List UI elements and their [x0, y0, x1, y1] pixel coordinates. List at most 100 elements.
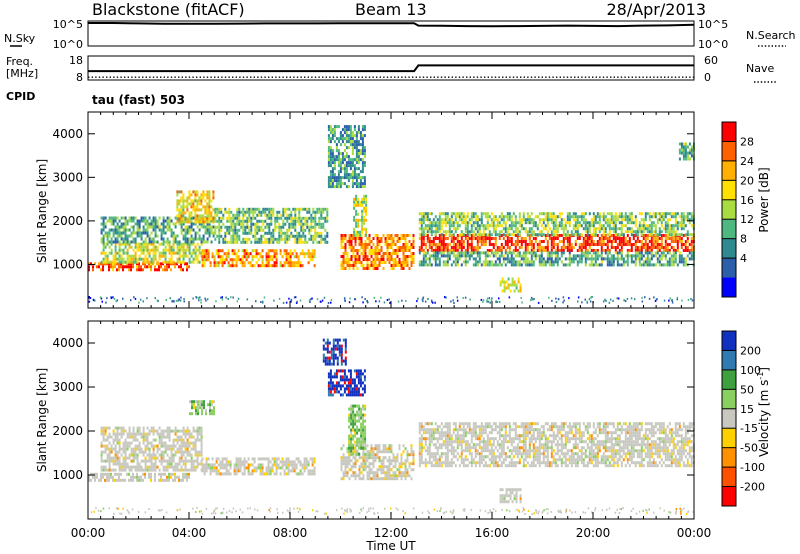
power-cell — [422, 218, 425, 222]
power-cell — [152, 257, 155, 261]
power-cell — [616, 257, 619, 261]
power-cell — [688, 151, 691, 155]
power-cell — [562, 246, 565, 249]
power-cell — [144, 222, 147, 226]
power-cell — [510, 233, 513, 237]
power-cell — [236, 237, 239, 241]
power-cell — [353, 125, 356, 129]
power-cell — [120, 234, 123, 238]
power-cell — [610, 243, 613, 246]
velocity-cell — [114, 444, 117, 448]
velocity-cell — [150, 465, 153, 469]
power-cell — [208, 228, 211, 232]
velocity-cell — [120, 453, 123, 457]
power-cell — [522, 215, 525, 219]
power-cell — [614, 227, 617, 231]
power-cell — [287, 252, 290, 256]
power-cell — [240, 240, 243, 244]
power-cell — [504, 243, 507, 246]
power-cell — [482, 227, 485, 231]
velocity-cell — [128, 432, 131, 436]
power-cell — [590, 218, 593, 222]
power-cell — [600, 240, 603, 243]
power-cell — [132, 248, 135, 252]
power-cell — [341, 137, 344, 141]
power-cell — [118, 262, 120, 266]
power-cell — [102, 234, 105, 238]
power-cell — [684, 157, 687, 161]
power-cell — [359, 230, 362, 234]
power-cell — [630, 215, 633, 219]
power-cell — [524, 230, 527, 234]
power-noise-cell — [173, 300, 175, 303]
power-cell — [638, 251, 641, 255]
power-cell — [160, 237, 163, 241]
power-cell — [410, 258, 413, 261]
power-cell — [349, 161, 352, 165]
power-cell — [450, 251, 453, 255]
power-cell — [202, 240, 205, 244]
power-cell — [514, 227, 517, 231]
power-cell — [355, 140, 358, 144]
power-cell — [520, 257, 523, 261]
power-cell — [514, 254, 517, 258]
power-cell — [684, 249, 687, 252]
power-cell — [212, 225, 215, 229]
power-cell — [434, 254, 437, 258]
power-cell — [282, 210, 285, 214]
power-cell — [470, 215, 473, 219]
power-cell — [273, 261, 276, 265]
power-cell — [580, 254, 583, 258]
power-cell — [688, 218, 691, 222]
power-cell — [654, 246, 657, 249]
velocity-cell — [160, 444, 163, 448]
power-cell — [636, 237, 639, 240]
power-cell — [118, 225, 121, 229]
power-noise-cell — [521, 301, 523, 304]
power-cell — [289, 264, 292, 268]
power-cell — [355, 200, 358, 204]
power-cell — [122, 237, 125, 241]
power-cell — [254, 231, 257, 235]
velocity-cell — [184, 432, 187, 436]
velocity-cell — [176, 475, 178, 479]
power-cell — [638, 212, 641, 216]
power-cell — [398, 261, 401, 264]
power-cell — [608, 249, 611, 252]
power-cell — [456, 263, 459, 267]
power-cell — [554, 237, 557, 240]
power-cell — [446, 249, 449, 252]
power-cell — [396, 252, 399, 255]
power-cell — [365, 209, 368, 213]
power-cell — [674, 260, 677, 264]
power-cell — [668, 233, 671, 237]
power-cell — [614, 251, 617, 255]
power-cell — [374, 255, 377, 258]
power-cell — [434, 221, 437, 225]
power-cell — [243, 249, 246, 253]
power-cell — [458, 218, 461, 222]
power-cell — [100, 237, 103, 241]
power-cell — [684, 151, 687, 155]
velocity-cell — [174, 478, 176, 482]
power-cell — [134, 254, 137, 258]
power-cell — [454, 249, 457, 252]
power-cell — [550, 230, 553, 234]
power-cell — [592, 233, 595, 237]
power-cell — [136, 248, 139, 252]
power-cell — [324, 237, 327, 241]
power-cell — [476, 233, 479, 237]
power-cell — [507, 277, 510, 281]
power-cell — [266, 225, 269, 229]
power-cell — [281, 255, 284, 259]
power-cell — [636, 246, 639, 249]
power-cell — [472, 249, 475, 252]
power-cell — [331, 161, 334, 165]
power-cell — [156, 222, 159, 226]
power-cell — [148, 222, 151, 226]
power-cell — [472, 224, 475, 228]
power-cell — [182, 248, 185, 252]
power-cell — [530, 243, 533, 246]
power-cell — [348, 234, 351, 237]
velocity-cell — [180, 468, 183, 472]
